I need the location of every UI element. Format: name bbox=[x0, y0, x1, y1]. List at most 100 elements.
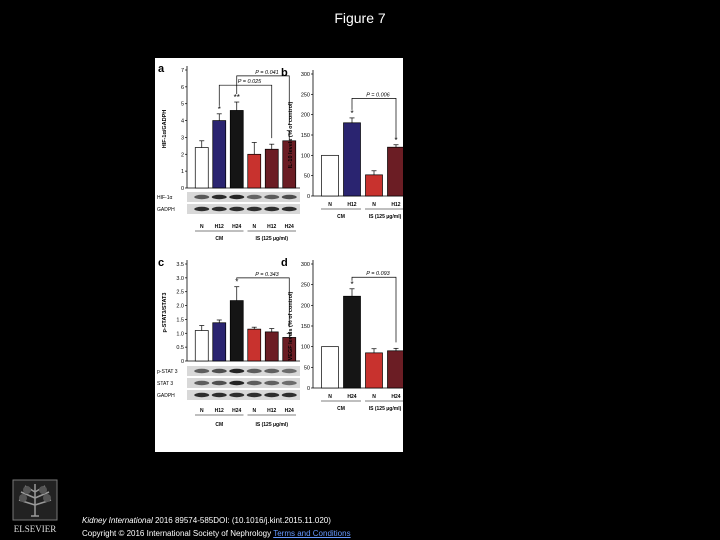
y-tick-label-b: 300 bbox=[301, 72, 310, 78]
y-tick-label-c: 0.5 bbox=[176, 345, 184, 351]
blot-band-c-1-2 bbox=[229, 380, 245, 386]
bar-b-1 bbox=[343, 122, 361, 197]
category-label-a-3: N bbox=[252, 224, 256, 230]
publisher-name: ELSEVIER bbox=[14, 524, 57, 534]
bar-b-3 bbox=[387, 146, 403, 197]
blot-label-c-1: STAT 3 bbox=[157, 381, 173, 387]
group-label-a-0: CM bbox=[215, 236, 223, 242]
blot-band-a-1-2 bbox=[229, 206, 245, 212]
y-tick-label-a: 7 bbox=[181, 68, 184, 74]
blot-band-a-1-5 bbox=[281, 206, 297, 212]
blot-band-c-1-1 bbox=[211, 380, 227, 386]
category-label-c-5: H24 bbox=[285, 408, 294, 414]
category-label-a-0: N bbox=[200, 224, 204, 230]
significance-marker-b-1: * bbox=[350, 109, 353, 118]
category-label-c-3: N bbox=[252, 408, 256, 414]
category-label-d-3: H24 bbox=[391, 394, 400, 400]
p-value-label-b-0: P = 0.006 bbox=[366, 92, 390, 98]
significance-marker-d-1: * bbox=[350, 280, 353, 289]
blot-band-c-2-3 bbox=[246, 392, 262, 398]
category-label-c-4: H12 bbox=[267, 408, 276, 414]
group-label-d-1: IS (125 μg/ml) bbox=[369, 406, 402, 412]
category-label-a-4: H12 bbox=[267, 224, 276, 230]
blot-band-c-0-1 bbox=[211, 368, 227, 374]
bar-c-5 bbox=[282, 337, 297, 362]
chart-panel-d: d VEGF levels (% of control) 0 50 100 150 200 2… bbox=[281, 257, 403, 412]
figure-7: a HIF-1α/GADPH 0 1 2 3 4 5 6 7 N * H12 ** H24 N H12 H24 P … bbox=[155, 58, 403, 452]
y-axis-label-b: IL-10 levels (% of control) bbox=[288, 102, 294, 169]
citation-text: 2016 89574-585DOI: (10.1016/j.kint.2015.… bbox=[152, 516, 331, 525]
bar-d-3 bbox=[387, 350, 403, 389]
citation-line: Kidney International 2016 89574-585DOI: … bbox=[82, 514, 351, 527]
y-tick-label-b: 200 bbox=[301, 113, 310, 119]
y-axis-label-d: VEGF levels (% of control) bbox=[288, 291, 294, 360]
category-label-a-5: H24 bbox=[285, 224, 294, 230]
blot-band-c-0-4 bbox=[264, 368, 280, 374]
bar-a-4 bbox=[264, 148, 279, 189]
group-label-c-0: CM bbox=[215, 422, 223, 428]
blot-band-c-1-4 bbox=[264, 380, 280, 386]
y-tick-label-b: 250 bbox=[301, 92, 310, 98]
category-label-a-1: H12 bbox=[215, 224, 224, 230]
page-title: Figure 7 bbox=[334, 10, 386, 26]
category-label-c-2: H24 bbox=[232, 408, 241, 414]
y-tick-label-c: 0 bbox=[181, 359, 184, 365]
y-tick-label-b: 50 bbox=[304, 174, 310, 180]
bar-d-2 bbox=[365, 352, 383, 389]
category-label-d-2: N bbox=[372, 394, 376, 400]
blot-band-a-0-0 bbox=[194, 194, 210, 200]
category-label-d-1: H24 bbox=[347, 394, 356, 400]
blot-band-c-0-0 bbox=[194, 368, 210, 374]
blot-band-c-1-0 bbox=[194, 380, 210, 386]
significance-marker-a-1: * bbox=[218, 105, 221, 114]
category-label-b-1: H12 bbox=[347, 202, 356, 208]
category-label-d-0: N bbox=[328, 394, 332, 400]
y-tick-label-a: 4 bbox=[181, 119, 184, 125]
p-value-label-a-1: P = 0.025 bbox=[238, 79, 262, 85]
y-tick-label-b: 0 bbox=[307, 194, 310, 200]
blot-label-c-2: GADPH bbox=[157, 393, 175, 399]
blot-label-a-0: HIF-1α bbox=[157, 195, 173, 201]
y-tick-label-d: 250 bbox=[301, 283, 310, 289]
blot-label-a-1: GADPH bbox=[157, 207, 175, 213]
significance-marker-a-2: ** bbox=[234, 93, 240, 102]
y-tick-label-c: 3.0 bbox=[176, 276, 184, 282]
blot-band-c-0-5 bbox=[281, 368, 297, 374]
significance-bracket-d-0 bbox=[351, 276, 397, 343]
terms-link[interactable]: Terms and Conditions bbox=[273, 529, 351, 538]
p-value-label-d-0: P = 0.093 bbox=[366, 271, 390, 277]
category-label-a-2: H24 bbox=[232, 224, 241, 230]
blot-band-c-2-0 bbox=[194, 392, 210, 398]
blot-band-c-0-2 bbox=[229, 368, 245, 374]
elsevier-logo: ELSEVIER bbox=[12, 479, 58, 534]
chart-panel-c: c p-STAT3/STAT3 0 0.5 1.0 1.5 2.0 2.5 3.0 3.5 N H12… bbox=[157, 257, 300, 428]
panel-letter-b: b bbox=[281, 67, 288, 79]
y-tick-label-b: 150 bbox=[301, 133, 310, 139]
category-label-b-3: H12 bbox=[391, 202, 400, 208]
blot-band-c-2-1 bbox=[211, 392, 227, 398]
y-tick-label-a: 5 bbox=[181, 102, 184, 108]
bar-d-0 bbox=[321, 346, 339, 389]
y-tick-label-c: 1.0 bbox=[176, 331, 184, 337]
bar-b-2 bbox=[365, 174, 383, 197]
blot-band-a-0-5 bbox=[281, 194, 297, 200]
blot-band-c-1-5 bbox=[281, 380, 297, 386]
group-label-c-1: IS (125 μg/ml) bbox=[255, 422, 288, 428]
category-label-c-1: H12 bbox=[215, 408, 224, 414]
bar-d-1 bbox=[343, 295, 361, 389]
chart-panel-b: b IL-10 levels (% of control) 0 50 100 150 200… bbox=[281, 67, 403, 220]
y-tick-label-d: 200 bbox=[301, 303, 310, 309]
p-value-label-a-0: P = 0.041 bbox=[255, 70, 279, 76]
blot-band-c-0-3 bbox=[246, 368, 262, 374]
y-tick-label-a: 1 bbox=[181, 169, 184, 175]
blot-band-a-1-3 bbox=[246, 206, 262, 212]
category-label-b-0: N bbox=[328, 202, 332, 208]
copyright-text: Copyright © 2016 International Society o… bbox=[82, 529, 274, 538]
y-axis-label-c: p-STAT3/STAT3 bbox=[162, 293, 168, 333]
y-tick-label-d: 150 bbox=[301, 324, 310, 330]
group-label-b-0: CM bbox=[337, 214, 345, 220]
bar-b-0 bbox=[321, 154, 339, 197]
y-tick-label-a: 3 bbox=[181, 135, 184, 141]
y-axis-label-a: HIF-1α/GADPH bbox=[162, 110, 168, 149]
y-tick-label-a: 2 bbox=[181, 152, 184, 158]
